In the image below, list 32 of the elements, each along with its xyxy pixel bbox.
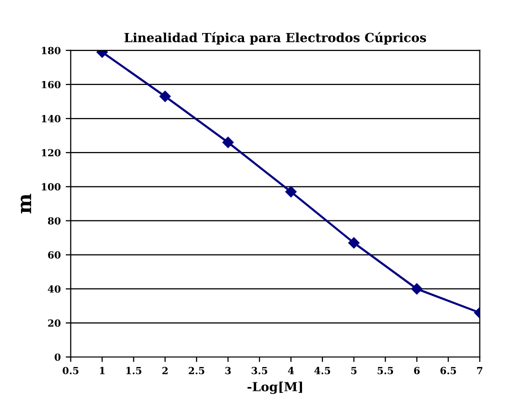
x-tick-label: 3: [225, 366, 231, 374]
x-tick-label: 1.5: [126, 366, 142, 374]
x-tick-label: 4.5: [314, 366, 330, 374]
point: [285, 186, 297, 198]
x-tick-label: 5: [351, 367, 357, 374]
y-tick-label: 180: [42, 46, 61, 54]
y-tick-label: 100: [42, 183, 61, 190]
x-tick-label: 6.5: [440, 366, 456, 374]
y-tick-label: 120: [42, 149, 61, 156]
y-tick-label: 160: [42, 80, 61, 88]
y-tick-label: 0: [54, 353, 61, 361]
chart-title: Linealidad Típica para Electrodos Cúpricos: [124, 32, 426, 45]
y-tick-label: 80: [48, 217, 61, 225]
x-tick-label: 4: [288, 366, 294, 374]
y-tick-label: 140: [42, 115, 61, 122]
x-tick-label: 3.5: [252, 366, 268, 374]
x-tick-label: 1: [100, 366, 105, 374]
x-axis-title: -Log[M]: [248, 382, 302, 394]
x-tick-label: 5.5: [378, 367, 394, 374]
point: [159, 90, 171, 102]
point: [222, 136, 234, 148]
y-tick-label: 60: [48, 251, 61, 259]
x-tick-label: 2.5: [188, 366, 204, 374]
x-tick-label: 0.5: [62, 366, 78, 374]
point: [348, 237, 360, 248]
x-tick-label: 6: [414, 366, 420, 374]
y-tick-label: 40: [48, 285, 61, 293]
y-tick-label: 20: [48, 319, 61, 327]
point: [411, 283, 422, 294]
y-axis-title: m: [20, 194, 32, 214]
x-tick-label: 7: [477, 367, 482, 374]
x-tick-label: 2: [162, 366, 168, 374]
